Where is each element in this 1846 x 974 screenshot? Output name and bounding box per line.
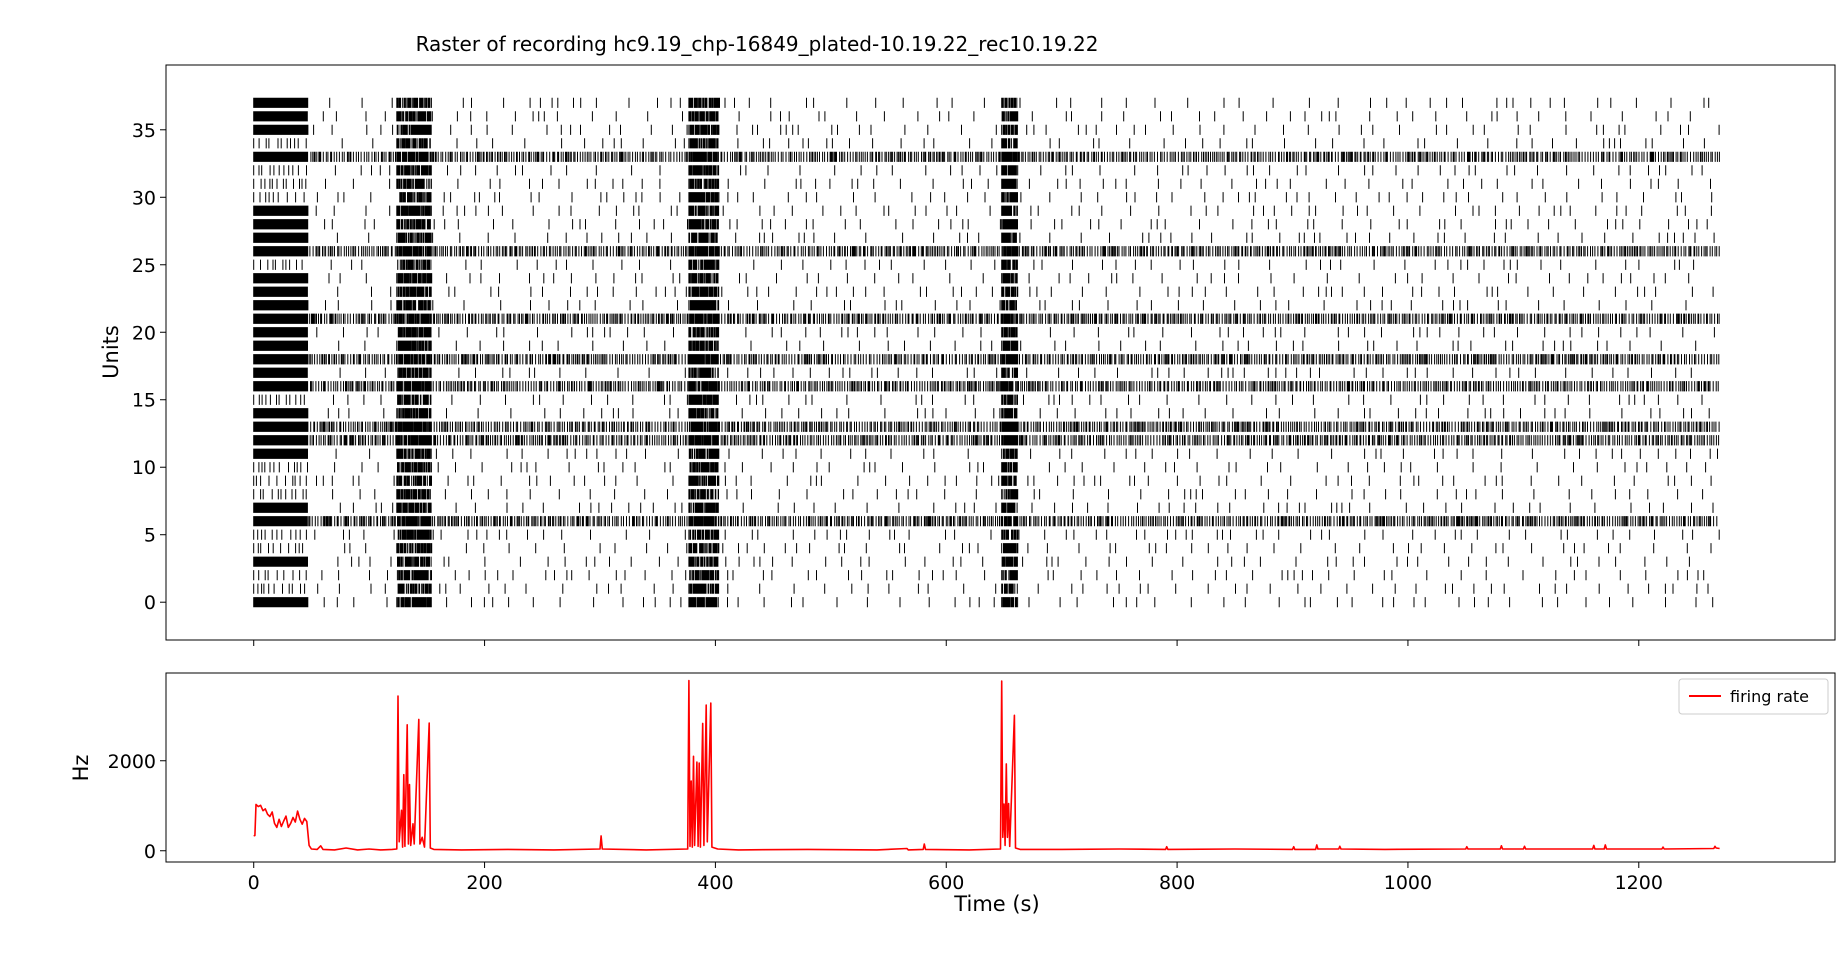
rate-x-tick-label: 200 xyxy=(466,872,502,894)
raster-y-tick-label: 20 xyxy=(132,322,156,344)
raster-y-tick-label: 30 xyxy=(132,187,156,209)
rate-y-tick-label: 2000 xyxy=(108,751,156,773)
rate-x-label: Time (s) xyxy=(953,892,1039,916)
raster-y-tick-label: 0 xyxy=(144,592,156,614)
spike-marks xyxy=(253,97,1720,608)
raster-title: Raster of recording hc9.19_chp-16849_pla… xyxy=(416,32,1099,56)
rate-y-label: Hz xyxy=(69,755,93,782)
raster-frame xyxy=(165,64,1836,641)
rate-x-tick-label: 600 xyxy=(928,872,964,894)
raster-y-axis: 0 5 10 15 20 25 30 35 xyxy=(132,120,166,614)
rate-x-axis: 0 200 400 600 800 1000 1200 xyxy=(248,862,1663,894)
legend-label: firing rate xyxy=(1730,687,1809,706)
raster-y-tick-label: 25 xyxy=(132,255,156,277)
raster-x-axis xyxy=(253,640,1640,646)
rate-y-tick-label: 0 xyxy=(144,841,156,863)
raster-y-tick-label: 10 xyxy=(132,457,156,479)
firing-rate-line xyxy=(253,679,1720,851)
legend: firing rate xyxy=(1678,678,1829,715)
rate-frame xyxy=(165,672,1836,863)
rate-x-tick-label: 1200 xyxy=(1615,872,1663,894)
raster-y-tick-label: 35 xyxy=(132,120,156,142)
rate-x-tick-label: 400 xyxy=(697,872,733,894)
rate-x-tick-label: 800 xyxy=(1159,872,1195,894)
raster-y-tick-label: 5 xyxy=(144,525,156,547)
rate-y-axis: 0 2000 xyxy=(108,751,166,863)
raster-plot: Raster of recording hc9.19_chp-16849_pla… xyxy=(99,32,1836,646)
legend-box xyxy=(1678,678,1829,715)
rate-x-tick-label: 0 xyxy=(248,872,260,894)
raster-spikes xyxy=(253,97,1720,608)
rate-x-tick-label: 1000 xyxy=(1384,872,1432,894)
raster-y-label: Units xyxy=(99,325,123,379)
raster-y-tick-label: 15 xyxy=(132,390,156,412)
